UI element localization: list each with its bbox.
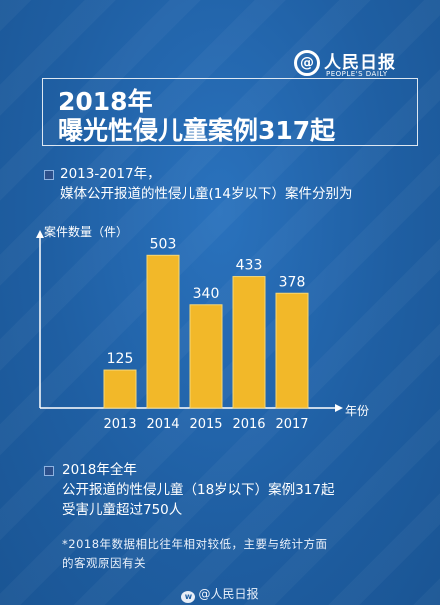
brand-name-cn: 人民日报 <box>324 53 396 73</box>
x-tick-label-2017: 2017 <box>275 417 308 432</box>
x-tick-label-2015: 2015 <box>189 417 222 432</box>
headline-frame <box>42 78 418 146</box>
brand-name-en: PEOPLE'S DAILY <box>326 70 388 78</box>
weibo-icon: w <box>181 591 196 603</box>
bar-2017 <box>275 292 309 409</box>
summary-line-2: 公开报道的性侵儿童（18岁以下）案例317起 <box>62 482 335 498</box>
summary-line-3: 受害儿童超过750人 <box>62 502 183 518</box>
x-axis-arrow-icon <box>335 404 343 412</box>
y-axis-arrow-icon <box>36 230 44 238</box>
bar-value-label-2016: 433 <box>236 258 263 274</box>
x-tick-label-2016: 2016 <box>232 417 265 432</box>
bar-value-label-2015: 340 <box>193 286 220 302</box>
x-tick-label-2014: 2014 <box>146 417 179 432</box>
bar-2013 <box>103 369 137 409</box>
footnote-line-1: *2018年数据相比往年相对较低，主要与统计方面 <box>62 537 328 551</box>
bar-value-label-2013: 125 <box>107 351 134 367</box>
bar-2016 <box>232 276 266 409</box>
bar-value-label-2014: 503 <box>150 236 177 252</box>
headline-year: 2018年 <box>58 87 153 116</box>
bar-chart: 125 2013 503 2014 340 2015 433 2016 378 2017 <box>36 230 343 432</box>
footer-text: @人民日报 <box>198 587 259 601</box>
bar-value-label-2017: 378 <box>279 274 306 290</box>
y-axis-label: 案件数量（件） <box>44 225 129 239</box>
footer-watermark: w @人民日报 <box>0 583 440 605</box>
bullet-square <box>44 170 54 180</box>
brand-logo: @ 人民日报 PEOPLE'S DAILY <box>294 48 424 84</box>
footnote-line-2: 的客观原因有关 <box>62 556 146 570</box>
bar-2015 <box>189 304 223 409</box>
bullet-square <box>44 466 54 476</box>
intro-line-2: 媒体公开报道的性侵儿童(14岁以下）案件分别为 <box>60 186 353 202</box>
headline-title: 曝光性侵儿童案例317起 <box>58 116 336 145</box>
intro-line-1: 2013-2017年， <box>60 166 161 182</box>
x-axis-label: 年份 <box>345 404 370 418</box>
at-speech-icon: @ <box>294 50 320 76</box>
summary-line-1: 2018年全年 <box>62 462 137 478</box>
bar-2014 <box>146 254 180 409</box>
x-tick-label-2013: 2013 <box>103 417 136 432</box>
